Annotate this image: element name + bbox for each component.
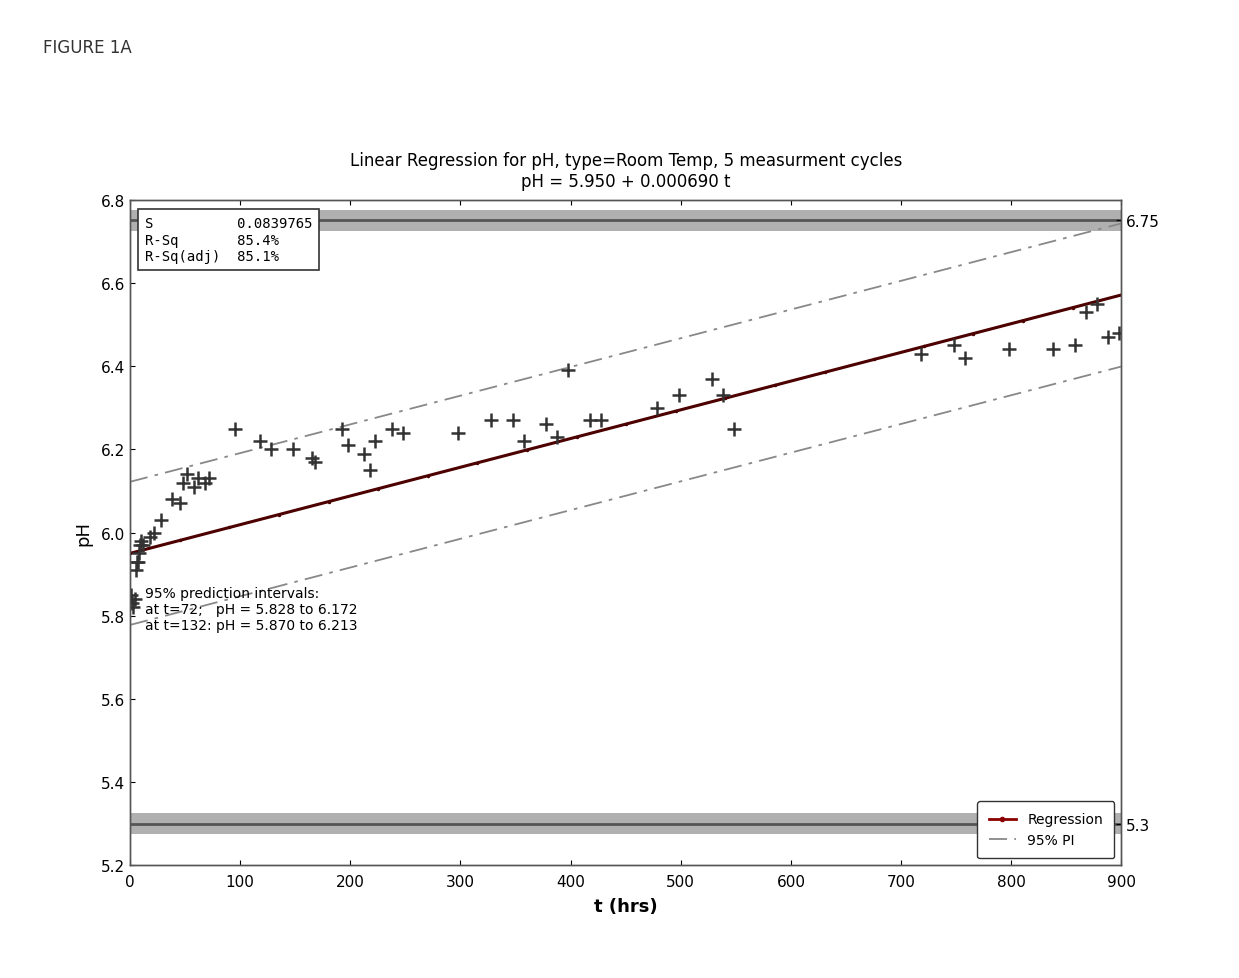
Point — [944, 338, 964, 354]
Line: Regression: Regression — [129, 294, 1123, 555]
Point — [999, 342, 1018, 358]
Point — [199, 471, 219, 487]
95% PI — [559, 363, 574, 375]
Point — [353, 446, 373, 462]
Point — [911, 346, 930, 362]
Point — [449, 425, 468, 441]
95% PI — [913, 271, 928, 283]
Line: 95% PI: 95% PI — [130, 224, 1121, 482]
Point — [129, 546, 149, 561]
Bar — [130, 814, 1121, 834]
Point — [188, 471, 208, 487]
Point — [338, 438, 358, 454]
95% PI — [896, 275, 911, 287]
Y-axis label: pH: pH — [74, 520, 93, 546]
Point — [332, 422, 352, 437]
95% PI — [123, 476, 138, 488]
Point — [1109, 326, 1129, 341]
Point — [591, 413, 611, 428]
Point — [124, 600, 144, 616]
95% PI — [803, 299, 818, 311]
Point — [173, 475, 193, 491]
Point — [126, 555, 146, 570]
Point — [224, 422, 244, 437]
Point — [1087, 296, 1106, 312]
Legend: Regression, 95% PI: Regression, 95% PI — [978, 802, 1114, 859]
Point — [302, 451, 322, 467]
Point — [162, 492, 182, 508]
Point — [125, 562, 145, 578]
Point — [177, 467, 197, 483]
Regression — [803, 371, 818, 382]
Point — [284, 442, 304, 458]
Point — [724, 422, 743, 437]
Point — [261, 442, 281, 458]
Point — [170, 496, 190, 511]
Text: 95% prediction intervals:
at t=72;   pH = 5.828 to 6.172
at t=132: pH = 5.870 to: 95% prediction intervals: at t=72; pH = … — [145, 586, 358, 633]
Bar — [130, 211, 1121, 232]
Point — [482, 413, 502, 428]
Point — [1066, 338, 1085, 354]
Regression — [896, 346, 911, 358]
Text: S          0.0839765
R-Sq       85.4%
R-Sq(adj)  85.1%: S 0.0839765 R-Sq 85.4% R-Sq(adj) 85.1% — [145, 217, 312, 263]
Regression — [224, 521, 239, 533]
Regression — [1114, 289, 1129, 301]
Point — [134, 538, 154, 554]
X-axis label: t (hrs): t (hrs) — [593, 897, 658, 915]
Point — [581, 413, 601, 428]
Text: FIGURE 1A: FIGURE 1A — [43, 39, 133, 57]
Point — [361, 463, 380, 478]
Point — [701, 372, 721, 387]
Title: Linear Regression for pH, type=Room Temp, 5 measurment cycles
pH = 5.950 + 0.000: Linear Regression for pH, type=Room Temp… — [349, 152, 902, 191]
Point — [503, 413, 523, 428]
Point — [1043, 342, 1063, 358]
Point — [955, 351, 975, 367]
Regression — [559, 434, 574, 446]
Point — [383, 422, 403, 437]
Point — [536, 418, 556, 433]
Point — [514, 434, 534, 450]
Point — [1077, 305, 1097, 321]
Point — [140, 529, 160, 545]
Point — [125, 592, 145, 607]
Point — [1098, 330, 1118, 345]
Point — [145, 525, 165, 541]
Point — [123, 596, 142, 611]
Regression — [913, 342, 928, 354]
Point — [712, 388, 732, 404]
Point — [130, 538, 150, 554]
Point — [364, 434, 384, 450]
Point — [559, 363, 579, 378]
Point — [128, 555, 147, 570]
Point — [647, 401, 667, 417]
Point — [548, 429, 567, 445]
Point — [151, 512, 171, 528]
Point — [669, 388, 689, 404]
95% PI — [224, 450, 239, 462]
Point — [195, 475, 214, 491]
Point — [121, 588, 141, 603]
95% PI — [1114, 218, 1129, 230]
Regression — [123, 548, 138, 559]
Regression — [524, 444, 539, 456]
Point — [250, 434, 270, 450]
Point — [305, 455, 325, 470]
Point — [393, 425, 413, 441]
95% PI — [524, 372, 539, 383]
Point — [185, 479, 204, 495]
Point — [131, 534, 151, 550]
